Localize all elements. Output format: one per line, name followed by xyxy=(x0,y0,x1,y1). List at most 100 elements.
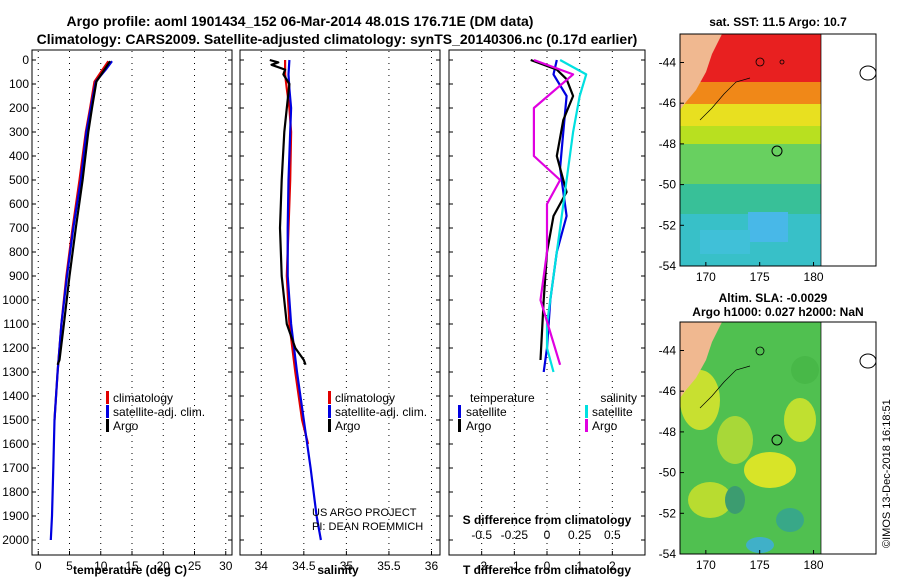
lat-tick-label: -46 xyxy=(659,96,677,110)
lat-tick-label: -54 xyxy=(659,547,677,561)
legend-label-s-argo: Argo xyxy=(592,419,618,433)
x-tick-label: 25 xyxy=(188,559,202,573)
s-tick-label: -0.5 xyxy=(471,528,492,542)
salinity-x-ticks: 34 34.5 35 35.5 36 xyxy=(255,551,438,573)
legend-label-satellite: satellite-adj. clim. xyxy=(113,405,205,419)
argo-location-marker xyxy=(771,145,783,157)
sst-map-lat-ticks: -44 -46 -48 -50 -52 -54 xyxy=(659,55,684,273)
legend-label-climatology: climatology xyxy=(335,391,395,405)
depth-tick-label: 1700 xyxy=(2,461,29,475)
depth-tick-label: 300 xyxy=(9,125,29,139)
legend-swatch-satellite xyxy=(328,405,331,418)
legend-title-salinity: salinity xyxy=(600,391,637,405)
lat-tick-label: -46 xyxy=(659,384,677,398)
depth-tick-label: 100 xyxy=(9,77,29,91)
legend-label-climatology: climatology xyxy=(113,391,173,405)
lon-tick-label: 175 xyxy=(750,558,770,572)
project-credit-line-1: US ARGO PROJECT xyxy=(312,507,417,519)
temperature-legend: climatology satellite-adj. clim. Argo xyxy=(106,391,205,433)
x-tick-label: 35 xyxy=(340,559,354,573)
sst-map: -44 -46 -48 -50 -52 -54 170 175 180 xyxy=(659,33,877,284)
legend-swatch-argo xyxy=(106,419,109,432)
depth-tick-label: 1000 xyxy=(2,293,29,307)
series-line-argo xyxy=(532,58,575,366)
legend-label-s-satellite: satellite xyxy=(592,405,633,419)
difference-plot-frame xyxy=(448,49,646,556)
depth-tick-label: 1100 xyxy=(3,317,29,331)
depth-tick-label: 600 xyxy=(9,197,29,211)
x-tick-label: 5 xyxy=(66,559,73,573)
sla-map: -44 -46 -48 -50 -52 -54 170 175 180 xyxy=(659,321,877,572)
lon-tick-label: 175 xyxy=(750,270,770,284)
series-line-satellite xyxy=(542,59,568,373)
depth-tick-label: 1900 xyxy=(2,509,29,523)
project-credit-line-2: PI: DEAN ROEMMICH xyxy=(312,521,423,533)
x-tick-label: 35.5 xyxy=(377,559,401,573)
t-difference-x-ticks: -2 -1 0 1 2 xyxy=(476,551,616,573)
lat-tick-label: -52 xyxy=(659,218,677,232)
legend-swatch-climatology xyxy=(328,391,331,404)
legend-label-argo: Argo xyxy=(113,419,139,433)
salinity-lines xyxy=(269,58,322,541)
land-mass xyxy=(680,34,722,110)
lon-tick-label: 180 xyxy=(804,558,824,572)
lat-tick-label: -50 xyxy=(659,178,677,192)
lon-tick-label: 170 xyxy=(696,270,716,284)
figure-title-line-1: Argo profile: aoml 1901434_152 06-Mar-20… xyxy=(67,13,534,29)
x-tick-label: 20 xyxy=(157,559,171,573)
x-tick-label: 0 xyxy=(35,559,42,573)
lat-tick-label: -48 xyxy=(659,137,677,151)
depth-tick-label: 0 xyxy=(22,53,29,67)
legend-swatch-argo xyxy=(328,419,331,432)
depth-tick-label: 900 xyxy=(9,269,29,283)
depth-tick-label: 1200 xyxy=(2,341,29,355)
legend-label-t-argo: Argo xyxy=(466,419,492,433)
s-difference-x-ticks: -0.5 -0.25 0 0.25 0.5 xyxy=(471,528,621,542)
depth-tick-label: 1500 xyxy=(2,413,29,427)
depth-tick-label: 200 xyxy=(9,101,29,115)
depth-axis: 0 100 200 300 400 500 600 700 800 900 1000 1100 1200… xyxy=(2,53,29,547)
sla-map-title-line-2: Argo h1000: 0.027 h2000: NaN xyxy=(692,305,863,319)
series-line-argo xyxy=(269,58,307,366)
s-tick-label: -0.25 xyxy=(501,528,529,542)
depth-tick-label: 800 xyxy=(9,245,29,259)
depth-tick-label: 700 xyxy=(9,221,29,235)
sst-map-title: sat. SST: 11.5 Argo: 10.7 xyxy=(709,15,847,29)
lat-tick-label: -52 xyxy=(659,506,677,520)
imos-credit: ©IMOS 13-Dec-2018 16:18:51 xyxy=(881,399,893,548)
x-tick-label: 34.5 xyxy=(292,559,316,573)
legend-label-satellite: satellite-adj. clim. xyxy=(335,405,427,419)
depth-tick-label: 1600 xyxy=(2,437,29,451)
lat-tick-label: -44 xyxy=(659,55,677,69)
temperature-grid xyxy=(32,51,232,554)
x-tick-label: 34 xyxy=(255,559,269,573)
salinity-plot-frame xyxy=(239,49,441,556)
legend-swatch-climatology xyxy=(106,391,109,404)
legend-label-t-satellite: satellite xyxy=(466,405,507,419)
legend-swatch-satellite xyxy=(106,405,109,418)
lat-tick-label: -50 xyxy=(659,466,677,480)
legend-swatch-s-argo xyxy=(585,419,588,432)
x-tick-label: -2 xyxy=(476,559,487,573)
lat-tick-label: -48 xyxy=(659,425,677,439)
legend-label-argo: Argo xyxy=(335,419,361,433)
t-difference-x-label: T difference from climatology xyxy=(463,563,631,577)
x-tick-label: 30 xyxy=(219,559,233,573)
x-tick-label: 0 xyxy=(544,559,551,573)
s-tick-label: 0 xyxy=(544,528,551,542)
figure-title-line-2: Climatology: CARS2009. Satellite-adjuste… xyxy=(37,31,638,47)
x-tick-label: 1 xyxy=(576,559,583,573)
x-tick-label: 2 xyxy=(609,559,616,573)
difference-lines xyxy=(530,58,588,373)
depth-tick-label: 1300 xyxy=(2,365,29,379)
sla-map-lat-ticks: -44 -46 -48 -50 -52 -54 xyxy=(659,343,684,561)
x-tick-label: -1 xyxy=(509,559,520,573)
x-tick-label: 10 xyxy=(94,559,108,573)
temperature-x-label: temperature (deg C) xyxy=(73,563,187,577)
depth-tick-label: 1800 xyxy=(2,485,29,499)
legend-swatch-t-satellite xyxy=(458,405,461,418)
difference-legend: temperature satellite Argo salinity sate… xyxy=(458,391,637,433)
salinity-x-label: salinity xyxy=(317,563,359,577)
lat-tick-label: -44 xyxy=(659,343,677,357)
